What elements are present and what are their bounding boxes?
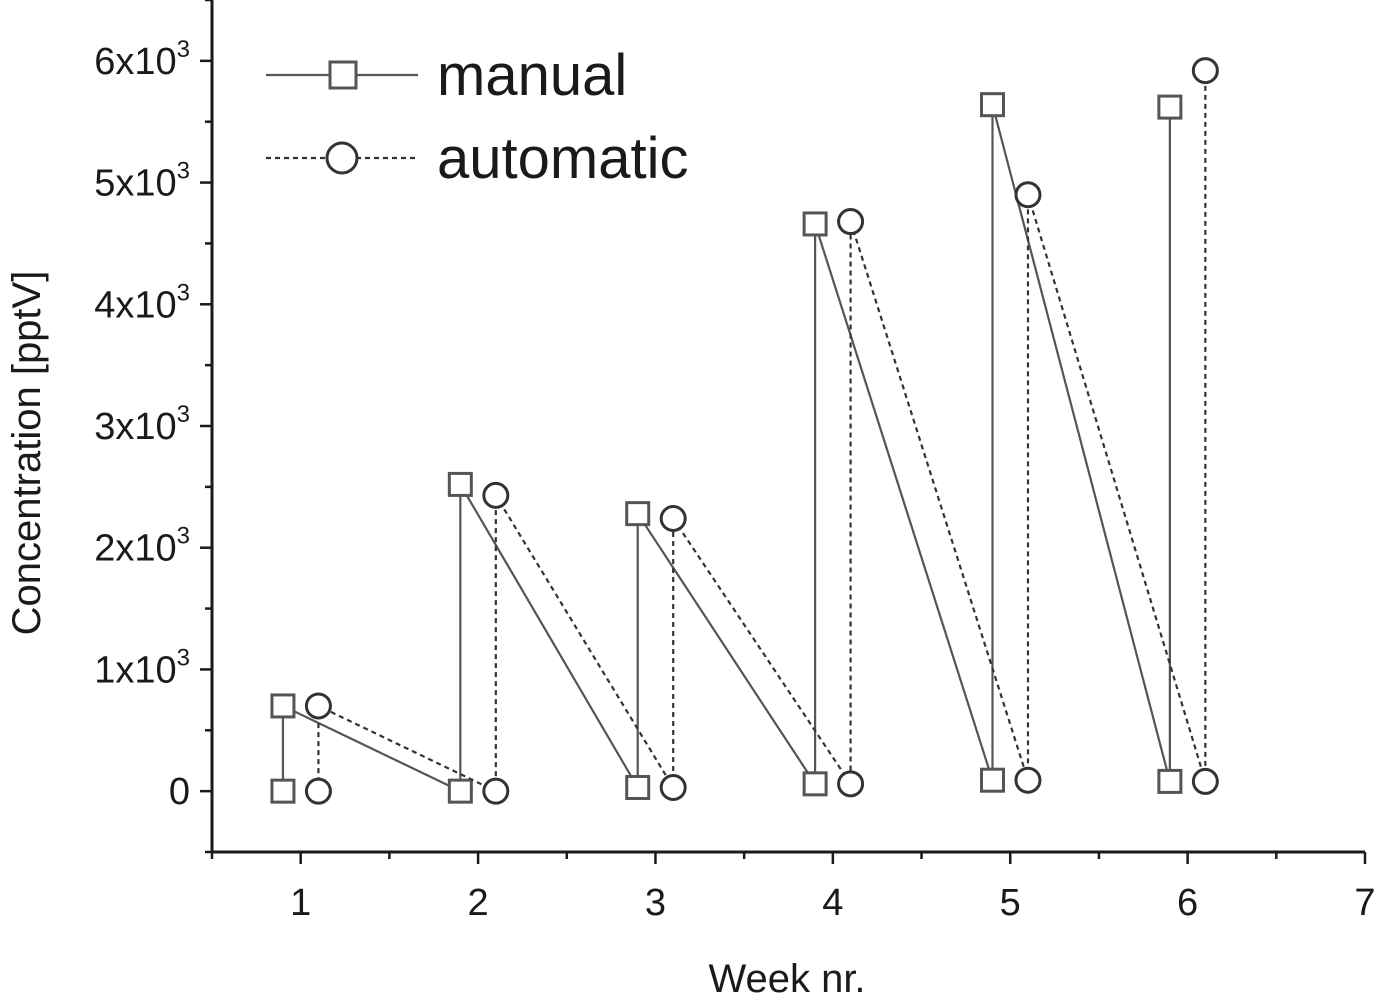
legend: manual automatic — [266, 43, 688, 191]
series-layer — [270, 57, 1219, 805]
data-point-manual — [270, 693, 296, 719]
legend-label-automatic: automatic — [437, 126, 688, 191]
data-point-automatic — [1014, 766, 1042, 794]
y-tick-label: 4x103 — [94, 279, 190, 326]
series-line-automatic — [317, 70, 1207, 793]
data-point-automatic — [1014, 181, 1042, 209]
x-tick-label: 7 — [1354, 882, 1375, 924]
data-point-manual — [979, 92, 1005, 118]
x-tick-label: 3 — [645, 882, 666, 924]
legend-marker-automatic — [325, 141, 359, 175]
data-point-automatic — [1191, 767, 1219, 795]
data-point-automatic — [482, 481, 510, 509]
data-point-manual — [802, 771, 828, 797]
x-tick-label: 5 — [1000, 882, 1021, 924]
data-point-manual — [625, 501, 651, 527]
data-point-manual — [447, 778, 473, 804]
data-point-automatic — [837, 770, 865, 798]
y-tick-label: 2x103 — [94, 523, 190, 570]
data-point-automatic — [1191, 57, 1219, 85]
data-point-automatic — [659, 773, 687, 801]
legend-label-manual: manual — [437, 43, 627, 108]
y-tick-label: 5x103 — [94, 158, 190, 205]
data-point-manual — [979, 767, 1005, 793]
data-point-automatic — [304, 692, 332, 720]
x-axis-title: Week nr. — [708, 957, 865, 1000]
y-tick-label: 6x103 — [94, 36, 190, 83]
x-tick-label: 1 — [290, 882, 311, 924]
legend-marker-manual — [328, 60, 358, 90]
data-point-manual — [802, 211, 828, 237]
series-line-manual — [281, 104, 1171, 793]
data-point-manual — [447, 471, 473, 497]
y-axis-title: Concentration [pptV] — [5, 271, 49, 636]
data-point-automatic — [659, 505, 687, 533]
data-point-manual — [1157, 94, 1183, 120]
data-point-manual — [1157, 768, 1183, 794]
y-tick-label: 3x103 — [94, 401, 190, 448]
y-tick-label: 0 — [169, 771, 190, 813]
data-point-manual — [270, 778, 296, 804]
x-tick-label: 6 — [1177, 882, 1198, 924]
x-tick-label: 2 — [468, 882, 489, 924]
data-point-automatic — [304, 777, 332, 805]
data-point-manual — [625, 774, 651, 800]
axes: 1 2 3 4 5 6 7 0 1x103 2x103 3x103 4x103 5x103 6x103 — [94, 0, 1376, 924]
data-point-automatic — [837, 208, 865, 236]
x-tick-label: 4 — [822, 882, 843, 924]
y-tick-label: 1x103 — [94, 644, 190, 691]
data-point-automatic — [482, 777, 510, 805]
